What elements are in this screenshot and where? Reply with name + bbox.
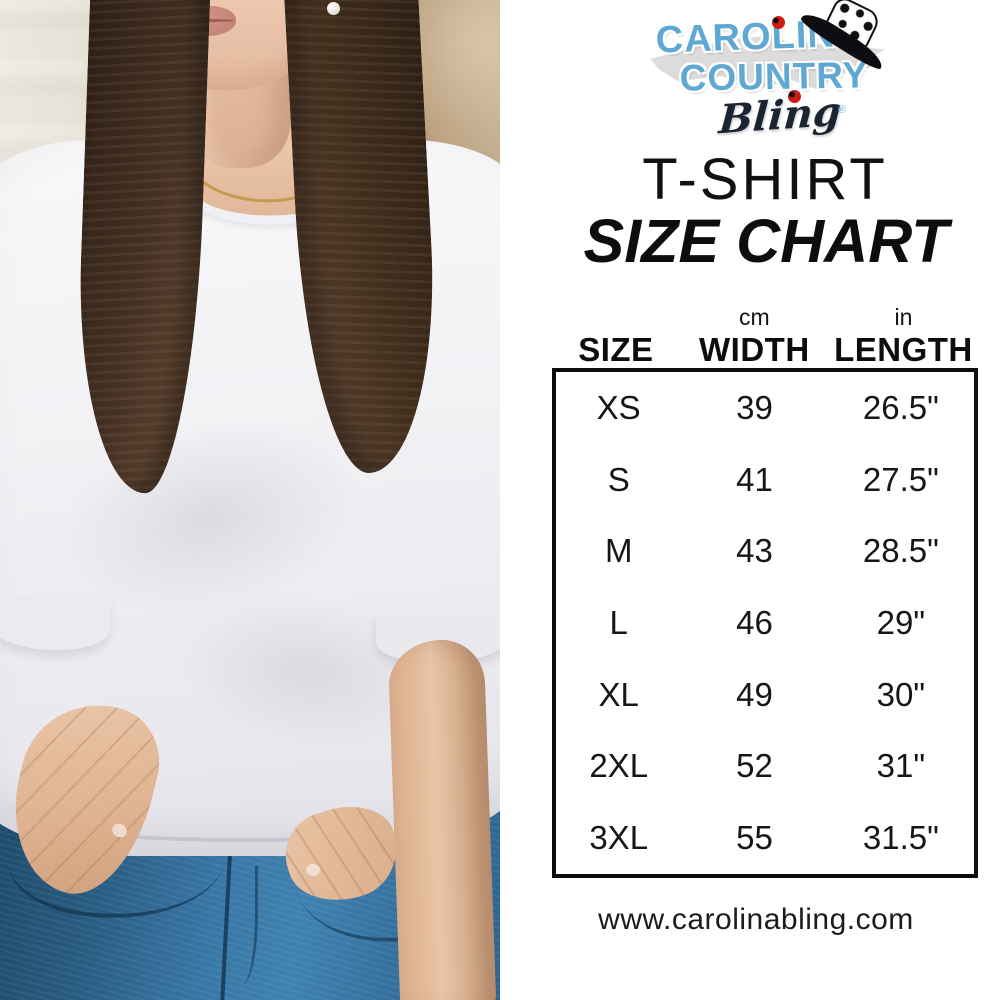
cell-size: S bbox=[607, 460, 630, 498]
header-label: WIDTH bbox=[699, 331, 810, 368]
cell-size: XL bbox=[598, 675, 639, 713]
table-row: XL 49 30" bbox=[556, 659, 974, 731]
cowboy-hat-icon bbox=[791, 0, 897, 84]
header-col-size: SIZE bbox=[552, 303, 680, 369]
cell-length: 28.5" bbox=[862, 532, 939, 570]
cell-width: 41 bbox=[736, 460, 773, 498]
cell-width: 39 bbox=[736, 388, 773, 426]
cell-width: 55 bbox=[736, 819, 773, 857]
cell-length: 31.5" bbox=[862, 819, 939, 857]
table-row: L 46 29" bbox=[556, 587, 974, 659]
right-thumbnail bbox=[306, 864, 320, 876]
size-chart-table: XS 39 26.5" S 41 27.5" M 43 28.5" L 46 2… bbox=[552, 368, 978, 878]
cell-size: M bbox=[604, 532, 633, 570]
cell-size: L bbox=[609, 604, 628, 642]
brand-logo: CAROLINA COUNTRY Bling ® bbox=[500, 0, 1000, 150]
table-row: XS 39 26.5" bbox=[556, 372, 974, 444]
table-row: S 41 27.5" bbox=[556, 444, 974, 516]
jeans-fly-curve bbox=[232, 866, 258, 984]
table-row: 3XL 55 31.5" bbox=[556, 802, 974, 874]
cell-length: 27.5" bbox=[862, 460, 939, 498]
table-row: M 43 28.5" bbox=[556, 515, 974, 587]
pearl-earring bbox=[327, 2, 340, 15]
cell-width: 46 bbox=[736, 604, 773, 642]
tshirt-hem bbox=[15, 790, 475, 842]
cell-length: 30" bbox=[876, 675, 926, 713]
title-size-chart: SIZE CHART bbox=[583, 207, 949, 275]
cell-length: 26.5" bbox=[862, 388, 939, 426]
title-tshirt: T-SHIRT bbox=[642, 147, 888, 212]
cell-width: 49 bbox=[736, 675, 773, 713]
cell-width: 52 bbox=[736, 747, 773, 785]
table-row: 2XL 52 31" bbox=[556, 731, 974, 803]
size-chart-header: SIZE cm WIDTH in LENGTH bbox=[552, 303, 978, 369]
ladybug-icon bbox=[788, 90, 801, 103]
cell-width: 43 bbox=[736, 532, 773, 570]
header-col-width: cm WIDTH bbox=[680, 303, 829, 369]
header-label: LENGTH bbox=[834, 331, 973, 368]
cell-size: 3XL bbox=[589, 819, 649, 857]
header-unit: cm bbox=[739, 304, 770, 330]
ladybug-icon bbox=[772, 16, 785, 29]
cell-length: 31" bbox=[876, 747, 926, 785]
registered-trademark-icon: ® bbox=[838, 104, 847, 116]
right-forearm bbox=[387, 638, 497, 1000]
website-url: www.carolinabling.com bbox=[598, 903, 914, 936]
cell-size: 2XL bbox=[589, 747, 649, 785]
cell-length: 29" bbox=[876, 604, 926, 642]
size-chart-panel: CAROLINA COUNTRY Bling ® T-SHIRT SIZE CH… bbox=[500, 0, 1000, 1000]
header-label: SIZE bbox=[578, 331, 654, 368]
model-photo bbox=[0, 0, 500, 1000]
cell-size: XS bbox=[596, 388, 641, 426]
tshirt-sleeve-left bbox=[0, 598, 110, 650]
header-col-length: in LENGTH bbox=[829, 303, 978, 369]
header-unit: in bbox=[894, 304, 913, 330]
